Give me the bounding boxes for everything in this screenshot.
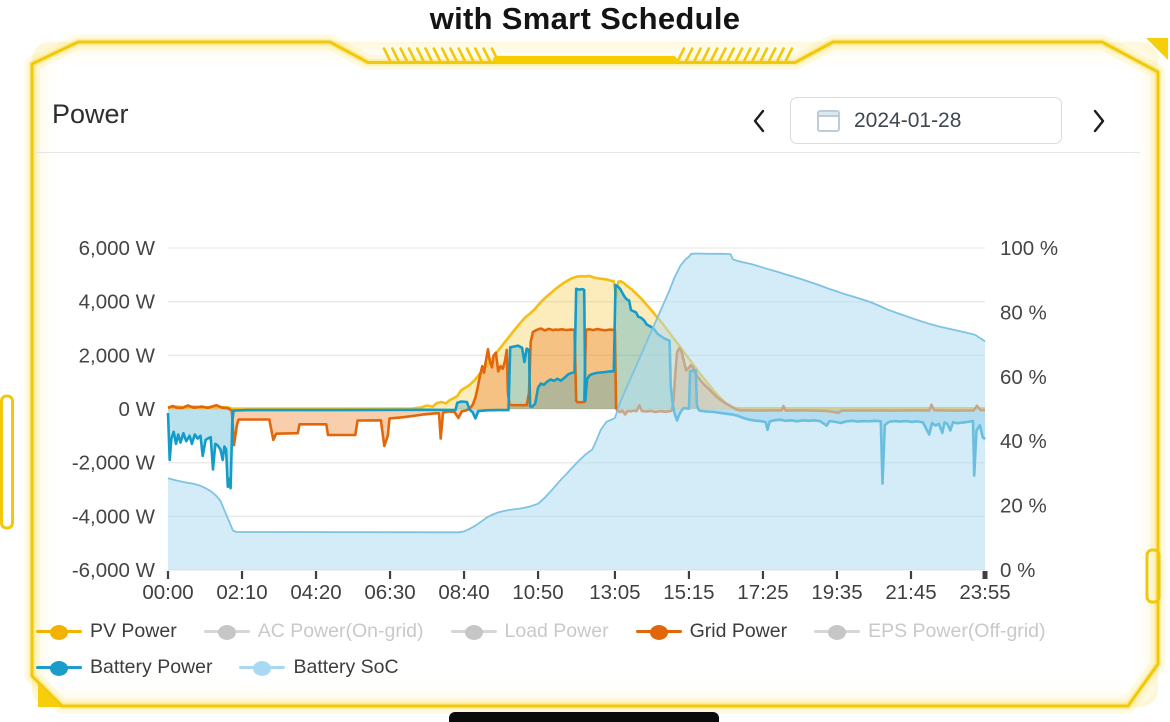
legend-item-battery-power[interactable]: Battery Power — [36, 656, 212, 679]
y-right-tick-label: 20 % — [1000, 495, 1047, 518]
series-line-battery-soc — [167, 252, 986, 534]
x-tick-label: 00:00 — [142, 581, 193, 604]
x-tick-label: 13:05 — [589, 581, 640, 604]
legend-item-grid-power[interactable]: Grid Power — [635, 620, 788, 643]
x-tick-label: 10:50 — [512, 581, 563, 604]
y-right-tick-label: 80 % — [1000, 301, 1047, 324]
x-tick-label: 08:40 — [438, 581, 489, 604]
legend-label: AC Power(On-grid) — [257, 620, 424, 642]
y-left-tick-label: 2,000 W — [79, 344, 156, 367]
x-tick-label: 06:30 — [364, 581, 415, 604]
legend-row: Battery Power Battery SoC — [36, 656, 1148, 679]
legend-marker-icon — [450, 624, 497, 640]
y-right-tick-label: 0 % — [1000, 559, 1035, 582]
legend-marker-icon — [239, 660, 286, 676]
y-left-tick-label: -2,000 W — [72, 452, 156, 475]
date-value: 2024-01-28 — [854, 108, 962, 132]
header-divider — [36, 152, 1140, 153]
legend-marker-icon — [203, 624, 250, 640]
y-left-tick-label: 0 W — [119, 398, 156, 421]
x-tick-label: 21:45 — [885, 581, 936, 604]
x-tick-label: 17:25 — [737, 581, 788, 604]
power-chart: 6,000 W 4,000 W 2,000 W 0 W -2,000 W -4,000 W… — [72, 237, 1058, 604]
series-area-grid-power — [168, 328, 985, 446]
legend-label: Battery Power — [90, 656, 213, 678]
y-right-tick-label: 100 % — [1000, 237, 1058, 260]
bottom-bar — [449, 712, 719, 722]
x-tick-label: 19:35 — [811, 581, 862, 604]
y-left-tick-label: 6,000 W — [79, 237, 156, 260]
legend-label: EPS Power(Off-grid) — [868, 620, 1046, 642]
legend-marker-icon — [635, 624, 682, 640]
x-tick-label: 02:10 — [216, 581, 267, 604]
x-tick-label: 23:55 — [959, 581, 1010, 604]
chevron-left-icon — [753, 109, 765, 133]
legend-item-eps-power-off-grid-[interactable]: EPS Power(Off-grid) — [814, 620, 1045, 643]
calendar-icon — [817, 109, 840, 132]
y-right-tick-label: 40 % — [1000, 430, 1047, 453]
date-picker[interactable]: 2024-01-28 — [790, 97, 1062, 144]
series-area-pv-power — [168, 275, 985, 409]
y-left-tick-label: -6,000 W — [72, 559, 156, 582]
legend-marker-icon — [814, 624, 861, 640]
legend-label: Load Power — [504, 620, 609, 642]
legend-label: Battery SoC — [293, 656, 399, 678]
legend-row: PV Power AC Power(On-grid) Load Power Grid … — [36, 620, 1148, 643]
page-title: with Smart Schedule — [429, 1, 741, 36]
legend-item-load-power[interactable]: Load Power — [450, 620, 609, 643]
legend-marker-icon — [36, 624, 82, 640]
panel-heading: Power — [52, 99, 129, 129]
x-tick-label: 04:20 — [290, 581, 341, 604]
y-right-tick-label: 60 % — [1000, 366, 1047, 389]
next-day-button[interactable] — [1086, 106, 1112, 136]
x-tick-label: 15:15 — [663, 581, 714, 604]
legend-item-ac-power-on-grid-[interactable]: AC Power(On-grid) — [203, 620, 424, 643]
chevron-right-icon — [1093, 109, 1105, 133]
chart-legend: PV Power AC Power(On-grid) Load Power Grid … — [36, 620, 1148, 679]
y-left-tick-label: -4,000 W — [72, 505, 156, 528]
series-area-battery-soc — [168, 253, 985, 570]
legend-label: PV Power — [90, 620, 177, 642]
legend-item-battery-soc[interactable]: Battery SoC — [239, 656, 399, 679]
y-left-tick-label: 4,000 W — [79, 291, 156, 314]
legend-item-pv-power[interactable]: PV Power — [36, 620, 177, 643]
legend-marker-icon — [36, 660, 82, 676]
legend-label: Grid Power — [689, 620, 788, 642]
previous-day-button[interactable] — [746, 106, 772, 136]
